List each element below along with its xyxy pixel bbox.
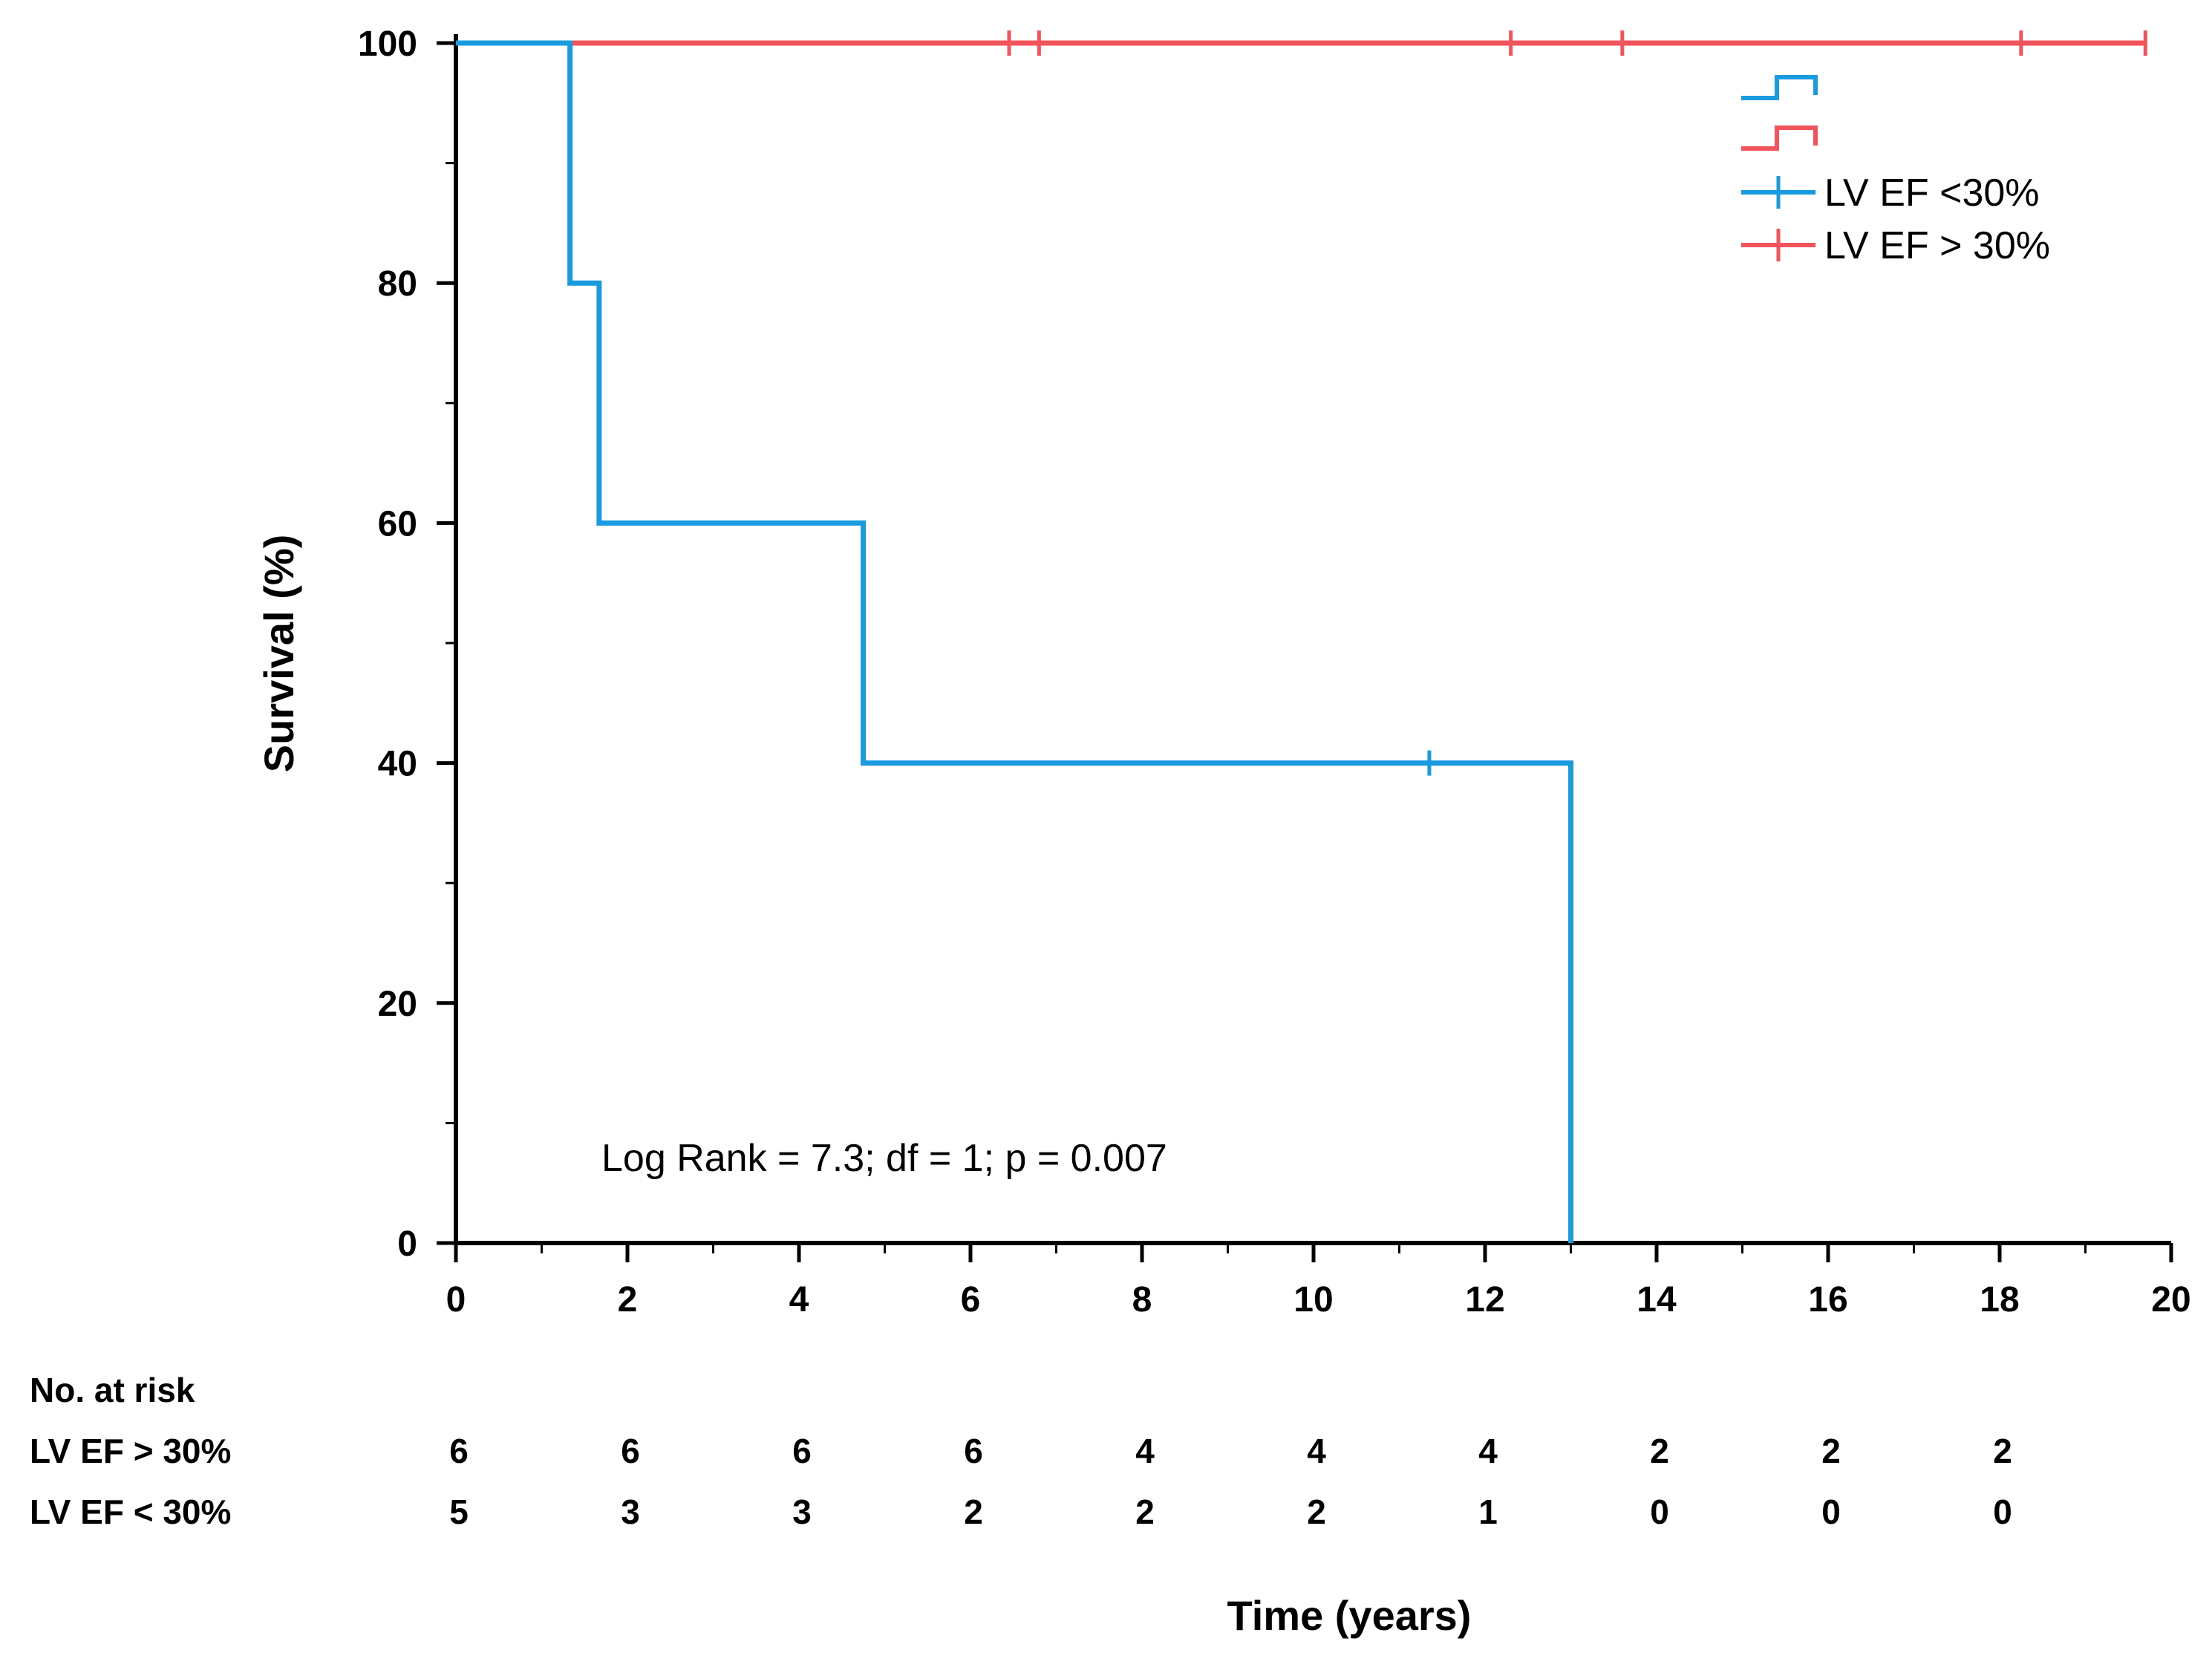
x-tick-label: 14: [1637, 1280, 1677, 1320]
risk-cell: 4: [1478, 1432, 1498, 1470]
risk-cell: 0: [1650, 1493, 1669, 1531]
y-tick-label: 0: [397, 1224, 417, 1264]
x-tick-label: 8: [1132, 1280, 1152, 1320]
legend-step-glyph-blue: [1741, 75, 1818, 100]
axes: 0 20 40 60 80 100 0 2 4 6 8 10 12 14 16 18 20: [358, 25, 2191, 1320]
risk-cell: 1: [1478, 1493, 1498, 1531]
x-tick-label: 10: [1293, 1280, 1333, 1320]
risk-cell: 6: [621, 1432, 640, 1470]
y-axis-title: Survival (%): [255, 535, 302, 773]
risk-cell: 2: [1821, 1432, 1841, 1470]
log-rank-annotation: Log Rank = 7.3; df = 1; p = 0.007: [601, 1137, 1167, 1180]
risk-cell: 2: [1650, 1432, 1669, 1470]
x-tick-label: 12: [1465, 1280, 1504, 1320]
risk-cell: 4: [1307, 1432, 1326, 1470]
risk-cell: 2: [1993, 1432, 2012, 1470]
y-tick-label: 60: [378, 504, 417, 544]
risk-row-label: LV EF > 30%: [30, 1432, 231, 1470]
risk-cell: 2: [1307, 1493, 1326, 1531]
y-tick-label: 100: [358, 25, 417, 64]
risk-cell: 2: [964, 1493, 983, 1531]
risk-cell: 6: [964, 1432, 983, 1470]
x-tick-label: 16: [1808, 1280, 1847, 1320]
risk-cell: 5: [449, 1493, 469, 1531]
series-layer: [456, 30, 2147, 1243]
series-lvef-under-30-line: [456, 40, 1573, 1243]
risk-cell: 6: [792, 1432, 812, 1470]
x-tick-label: 2: [618, 1280, 638, 1320]
y-tick-label: 40: [378, 745, 417, 784]
risk-cell: 4: [1135, 1432, 1155, 1470]
x-tick-label: 4: [789, 1280, 809, 1320]
risk-cell: 3: [792, 1493, 812, 1531]
y-tick-label: 80: [378, 264, 417, 304]
legend-entry-lvef-over-30-label: LV EF > 30%: [1824, 224, 2050, 267]
x-tick-label: 6: [961, 1280, 981, 1320]
legend-step-glyph-red: [1741, 125, 1818, 151]
legend-entry-lvef-under-30-label: LV EF <30%: [1824, 172, 2040, 215]
x-tick-label: 18: [1980, 1280, 2019, 1320]
x-axis-title: Time (years): [1227, 1592, 1472, 1639]
risk-row-label: LV EF < 30%: [30, 1493, 231, 1531]
risk-table-header: No. at risk: [30, 1371, 195, 1409]
risk-cell: 6: [449, 1432, 469, 1470]
risk-cell: 2: [1135, 1493, 1155, 1531]
x-tick-label: 0: [446, 1280, 466, 1320]
risk-cell: 3: [621, 1493, 640, 1531]
legend: LV EF <30% LV EF > 30%: [1741, 75, 2050, 267]
y-tick-label: 20: [378, 985, 417, 1024]
risk-cell: 0: [1993, 1493, 2012, 1531]
risk-table: LV EF > 30% 6 6 6 6 4 4 4 2 2 2 LV EF < 30% 5 3 3 2 2 2 1 0…: [30, 1432, 2012, 1531]
x-tick-label: 20: [2151, 1280, 2190, 1320]
risk-cell: 0: [1821, 1493, 1841, 1531]
